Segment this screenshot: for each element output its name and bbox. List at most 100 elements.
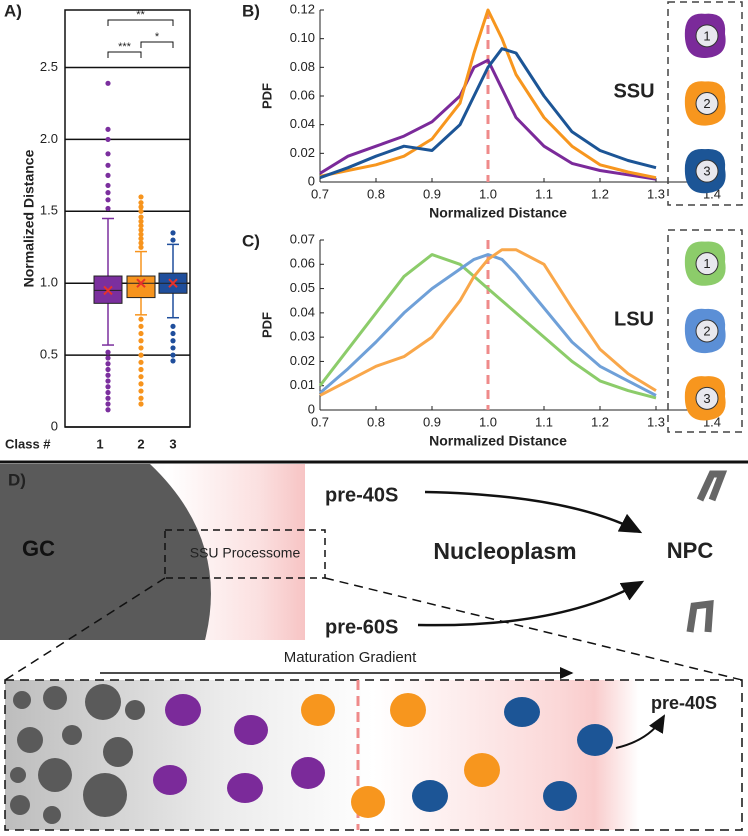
- outlier: [105, 182, 111, 189]
- outlier: [138, 345, 144, 351]
- side-label: LSU: [614, 308, 654, 330]
- y-tick-label: 0.06: [290, 87, 315, 102]
- y-tick-label: 0.01: [290, 377, 315, 392]
- line-series: [319, 253, 657, 397]
- gc-label: GC: [22, 536, 55, 561]
- outlier: [105, 384, 111, 390]
- y-tick-label: 0.5: [40, 347, 58, 362]
- outlier: [138, 323, 144, 329]
- x-tick-label: 2: [137, 436, 144, 451]
- y-tick-label: 0: [51, 418, 58, 433]
- outlier: [105, 162, 111, 168]
- processome-box: [164, 529, 326, 579]
- x-tick-label: 1.2: [591, 414, 609, 429]
- outlier: [138, 359, 144, 365]
- outlier: [138, 227, 144, 233]
- outlier: [170, 352, 176, 358]
- outlier: [138, 200, 144, 206]
- legend-box: [667, 229, 743, 433]
- y-tick-label: 1.5: [40, 203, 58, 218]
- outlier: [138, 366, 144, 373]
- zoom-line: [4, 577, 166, 681]
- y-tick-label: 2.5: [40, 59, 58, 74]
- outlier: [105, 80, 111, 86]
- y-tick-label: 1.0: [40, 275, 58, 290]
- outlier: [138, 401, 144, 407]
- box: [126, 275, 156, 299]
- outlier: [105, 126, 111, 132]
- outlier: [105, 389, 111, 396]
- outlier: [105, 355, 111, 361]
- icon-badge: [695, 319, 719, 343]
- x-tick-label: 0.8: [367, 186, 385, 201]
- npc-pore: [686, 599, 714, 633]
- outlier: [138, 204, 144, 210]
- outlier: [138, 316, 144, 322]
- side-label: SSU: [613, 80, 654, 102]
- x-tick-label: 1.3: [647, 414, 665, 429]
- granules: [10, 684, 145, 824]
- x-tick-label: 0.7: [311, 414, 329, 429]
- y-tick-label: 0.02: [290, 145, 315, 160]
- outlier: [138, 194, 144, 200]
- y-tick-label: 0.06: [290, 256, 315, 271]
- x-tick-label: 0.8: [367, 414, 385, 429]
- line-series: [319, 248, 657, 397]
- y-tick-label: 0.04: [290, 304, 315, 319]
- outlier: [138, 381, 144, 387]
- icon-label: 2: [703, 96, 710, 111]
- x-tick-label: 0.7: [311, 186, 329, 201]
- x-tick-label: 1.1: [535, 414, 553, 429]
- x-axis-label: Class #: [5, 436, 51, 451]
- outlier: [138, 388, 144, 394]
- y-tick-label: 0.05: [290, 280, 315, 295]
- outlier: [105, 197, 111, 203]
- significance-bracket: [107, 51, 142, 58]
- icon-label: 3: [703, 391, 710, 406]
- line-series: [319, 58, 657, 181]
- y-tick-label: 0.12: [290, 1, 315, 16]
- outlier: [105, 151, 111, 157]
- icon-label: 1: [703, 28, 710, 43]
- outlier: [105, 401, 111, 407]
- line-series: [319, 8, 657, 180]
- mean-marker: [168, 278, 178, 288]
- outlier: [138, 236, 144, 242]
- outlier: [138, 214, 144, 220]
- y-tick-label: 0.07: [290, 231, 315, 246]
- outlier: [138, 395, 144, 401]
- outlier: [138, 208, 144, 214]
- gc-region: [0, 464, 211, 640]
- outlier: [138, 231, 144, 237]
- icon-badge: [695, 252, 719, 276]
- particles: [153, 693, 613, 818]
- pre40s-label: pre-40S: [325, 484, 398, 506]
- gradient-label: Maturation Gradient: [284, 649, 417, 666]
- outlier: [105, 366, 111, 373]
- outlier: [170, 358, 176, 364]
- y-axis-label: Normalized Distance: [21, 149, 37, 287]
- significance-label: ***: [118, 41, 132, 53]
- x-axis-label: Normalized Distance: [429, 205, 567, 221]
- x-tick-label: 0.9: [423, 186, 441, 201]
- outlier: [105, 378, 111, 384]
- panel-label: B): [242, 1, 260, 20]
- outlier: [138, 338, 144, 344]
- arrow: [615, 714, 666, 749]
- plot-frame: [64, 9, 191, 428]
- panel-label: D): [8, 470, 26, 489]
- y-tick-label: 0.03: [290, 329, 315, 344]
- outlier: [105, 136, 111, 143]
- outlier: [170, 345, 176, 351]
- significance-label: **: [136, 9, 145, 21]
- exit-label: pre-40S: [651, 693, 717, 713]
- x-tick-label: 3: [169, 436, 176, 451]
- panel-label: C): [242, 231, 260, 250]
- x-tick-label: 1: [96, 436, 103, 451]
- y-tick-label: 0: [308, 173, 315, 188]
- mean-marker: [103, 285, 113, 296]
- legend-box: [667, 1, 743, 206]
- y-tick-label: 0.08: [290, 59, 315, 74]
- outlier: [105, 205, 111, 212]
- icon-label: 2: [703, 323, 710, 338]
